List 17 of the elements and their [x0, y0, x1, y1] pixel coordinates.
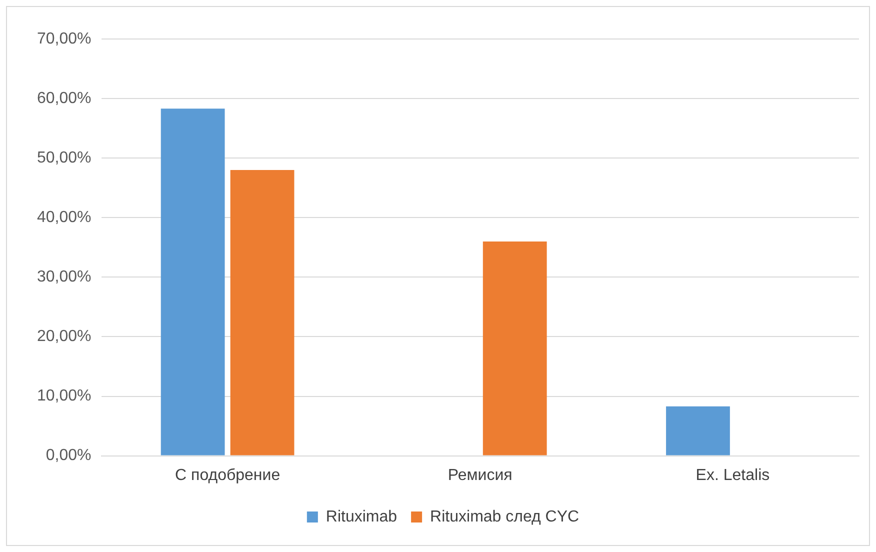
bar — [230, 170, 294, 456]
x-tick-label: С подобрение — [175, 466, 280, 484]
y-tick-label: 0,00% — [46, 447, 92, 464]
y-tick-label: 70,00% — [37, 30, 92, 48]
y-tick-label: 60,00% — [37, 90, 92, 107]
x-tick-label: Ex. Letalis — [696, 466, 770, 484]
y-tick-label: 20,00% — [37, 328, 92, 346]
y-tick-label: 50,00% — [37, 149, 92, 166]
x-tick-label: Ремисия — [448, 466, 512, 484]
legend-label: Rituximab — [326, 508, 398, 526]
y-tick-label: 40,00% — [37, 209, 92, 226]
y-tick-label: 30,00% — [37, 268, 92, 286]
bar — [160, 108, 225, 456]
y-tick-label: 10,00% — [37, 388, 92, 405]
bar — [666, 406, 730, 456]
legend-label: Rituximab след CYC — [430, 508, 580, 526]
bar — [482, 241, 547, 456]
